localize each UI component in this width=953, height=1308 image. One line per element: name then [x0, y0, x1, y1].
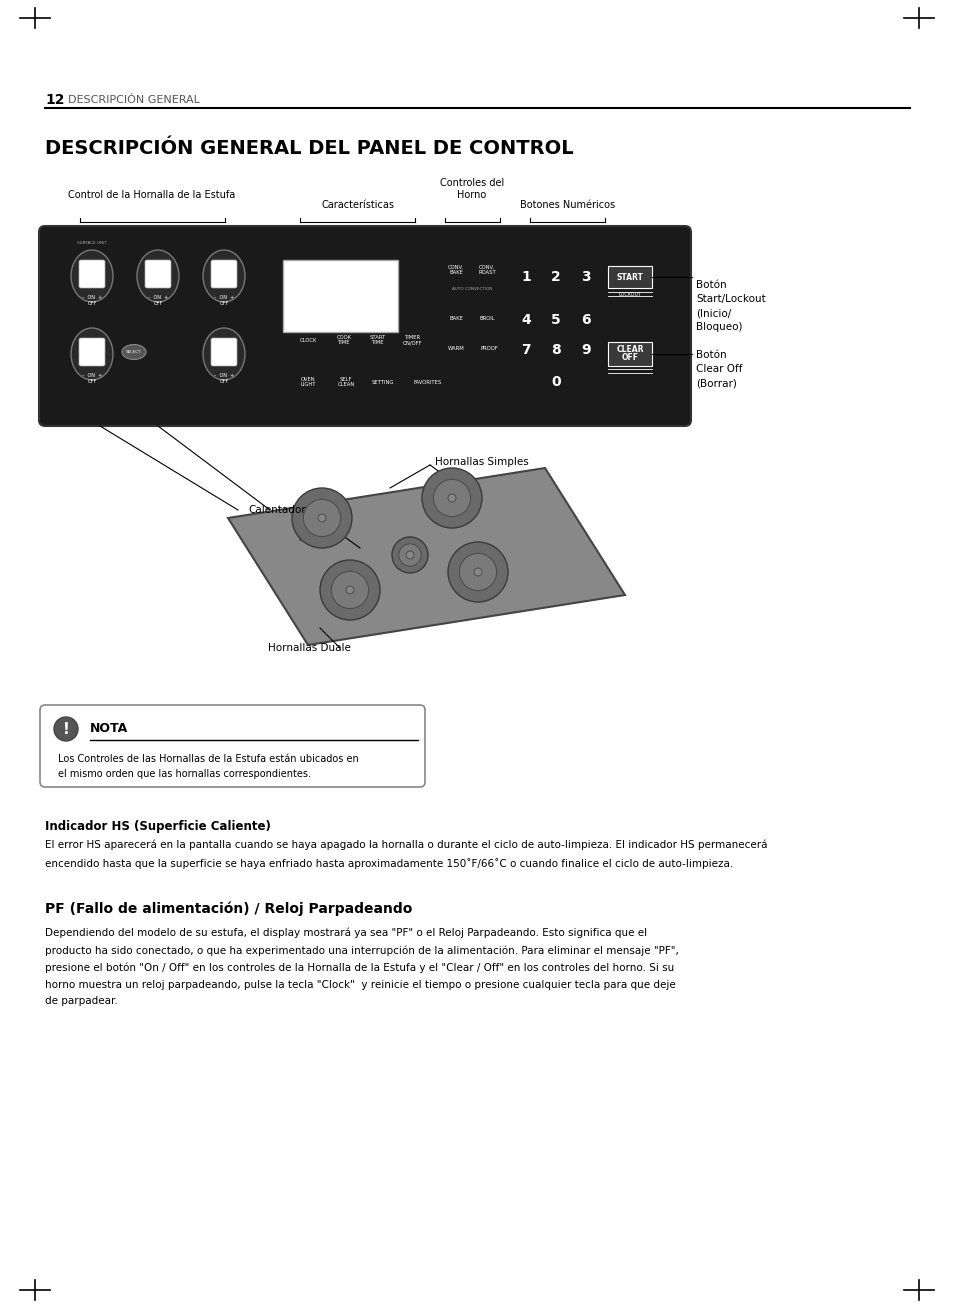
Circle shape: [392, 538, 428, 573]
FancyBboxPatch shape: [607, 341, 651, 366]
Text: 3: 3: [580, 269, 590, 284]
Text: Control de la Hornalla de la Estufa: Control de la Hornalla de la Estufa: [69, 190, 235, 200]
Text: OFF: OFF: [219, 301, 229, 306]
Text: DESCRIPCIÓN GENERAL: DESCRIPCIÓN GENERAL: [68, 95, 200, 105]
Text: START: START: [616, 272, 642, 281]
Circle shape: [448, 542, 507, 602]
Text: BROIL: BROIL: [478, 317, 495, 320]
Circle shape: [433, 480, 470, 517]
Text: –  ON  +: – ON +: [213, 373, 233, 378]
Circle shape: [406, 551, 414, 559]
FancyBboxPatch shape: [40, 705, 424, 787]
Circle shape: [448, 494, 456, 502]
Text: Controles del
Horno: Controles del Horno: [439, 178, 503, 200]
Text: !: !: [63, 722, 70, 736]
FancyBboxPatch shape: [145, 260, 171, 288]
Text: OFF: OFF: [219, 379, 229, 385]
Text: AUTO CONVECTION: AUTO CONVECTION: [452, 286, 492, 290]
Text: OFF: OFF: [88, 379, 96, 385]
Text: SURFACE UNIT: SURFACE UNIT: [77, 241, 107, 245]
FancyBboxPatch shape: [211, 337, 236, 366]
FancyBboxPatch shape: [79, 260, 105, 288]
Ellipse shape: [203, 328, 245, 381]
Text: FAVORITES: FAVORITES: [414, 379, 441, 385]
Ellipse shape: [122, 344, 146, 360]
Text: 8: 8: [551, 343, 560, 357]
Circle shape: [346, 586, 354, 594]
Circle shape: [459, 553, 497, 591]
Text: SELF
CLEAN: SELF CLEAN: [337, 377, 355, 387]
Text: TIMER
ON/OFF: TIMER ON/OFF: [403, 335, 422, 345]
Text: 4: 4: [520, 313, 530, 327]
Text: Botones Numéricos: Botones Numéricos: [520, 200, 615, 211]
Text: Características: Características: [321, 200, 395, 211]
Text: 7: 7: [520, 343, 530, 357]
Text: 2: 2: [551, 269, 560, 284]
Text: 9: 9: [580, 343, 590, 357]
FancyBboxPatch shape: [607, 266, 651, 288]
Text: BAKE: BAKE: [449, 317, 462, 320]
Circle shape: [398, 544, 420, 566]
Text: PROOF: PROOF: [479, 347, 497, 351]
Ellipse shape: [137, 250, 179, 302]
Text: Indicador HS (Superficie Caliente): Indicador HS (Superficie Caliente): [45, 820, 271, 833]
Polygon shape: [228, 468, 624, 645]
Text: PF (Fallo de alimentación) / Reloj Parpadeando: PF (Fallo de alimentación) / Reloj Parpa…: [45, 903, 412, 917]
Text: 12: 12: [45, 93, 65, 107]
Text: 0: 0: [551, 375, 560, 388]
FancyBboxPatch shape: [283, 260, 397, 332]
Text: Botón
Clear Off
(Borrar): Botón Clear Off (Borrar): [696, 351, 741, 388]
Text: DESCRIPCIÓN GENERAL DEL PANEL DE CONTROL: DESCRIPCIÓN GENERAL DEL PANEL DE CONTROL: [45, 139, 573, 157]
FancyBboxPatch shape: [79, 337, 105, 366]
Circle shape: [474, 568, 481, 576]
Text: 6: 6: [580, 313, 590, 327]
Text: CONV.
ROAST: CONV. ROAST: [477, 264, 496, 276]
Text: WARM: WARM: [447, 347, 464, 351]
Text: –  ON  +: – ON +: [82, 296, 102, 300]
Text: Calentador: Calentador: [248, 505, 305, 515]
Circle shape: [331, 572, 368, 608]
Ellipse shape: [71, 328, 112, 381]
Text: –  ON  +: – ON +: [213, 296, 233, 300]
Circle shape: [292, 488, 352, 548]
Text: SELECT: SELECT: [126, 351, 142, 354]
Text: OFF: OFF: [620, 353, 638, 362]
Text: Hornallas Simples: Hornallas Simples: [435, 456, 528, 467]
Text: El error HS aparecerá en la pantalla cuando se haya apagado la hornalla o durant: El error HS aparecerá en la pantalla cua…: [45, 840, 767, 869]
Text: LOCKOUT: LOCKOUT: [618, 292, 640, 297]
Text: OFF: OFF: [88, 301, 96, 306]
Circle shape: [421, 468, 481, 528]
Text: Dependiendo del modelo de su estufa, el display mostrará ya sea "PF" o el Reloj : Dependiendo del modelo de su estufa, el …: [45, 927, 679, 1006]
Text: Hornallas Duale: Hornallas Duale: [268, 644, 351, 653]
Text: Los Controles de las Hornallas de la Estufa están ubicados en
el mismo orden que: Los Controles de las Hornallas de la Est…: [58, 753, 358, 778]
Text: START
TIME: START TIME: [370, 335, 386, 345]
FancyBboxPatch shape: [39, 226, 690, 426]
Circle shape: [54, 717, 78, 742]
Text: 5: 5: [551, 313, 560, 327]
Text: SETTING: SETTING: [372, 379, 394, 385]
Text: –  ON  +: – ON +: [148, 296, 168, 300]
FancyBboxPatch shape: [211, 260, 236, 288]
Text: –  ON  +: – ON +: [82, 373, 102, 378]
Ellipse shape: [203, 250, 245, 302]
Circle shape: [319, 560, 379, 620]
Circle shape: [303, 500, 340, 536]
Text: Botón
Start/Lockout
(Inicio/
Bloqueo): Botón Start/Lockout (Inicio/ Bloqueo): [696, 280, 765, 332]
Text: CLEAR: CLEAR: [616, 345, 643, 354]
Text: CONV.
BAKE: CONV. BAKE: [448, 264, 463, 276]
Text: NOTA: NOTA: [90, 722, 128, 735]
Circle shape: [317, 514, 326, 522]
Text: COOK
TIME: COOK TIME: [336, 335, 351, 345]
Text: 1: 1: [520, 269, 530, 284]
Text: OVEN
LIGHT: OVEN LIGHT: [300, 377, 315, 387]
Ellipse shape: [71, 250, 112, 302]
Text: OFF: OFF: [153, 301, 162, 306]
Text: CLOCK: CLOCK: [299, 337, 316, 343]
